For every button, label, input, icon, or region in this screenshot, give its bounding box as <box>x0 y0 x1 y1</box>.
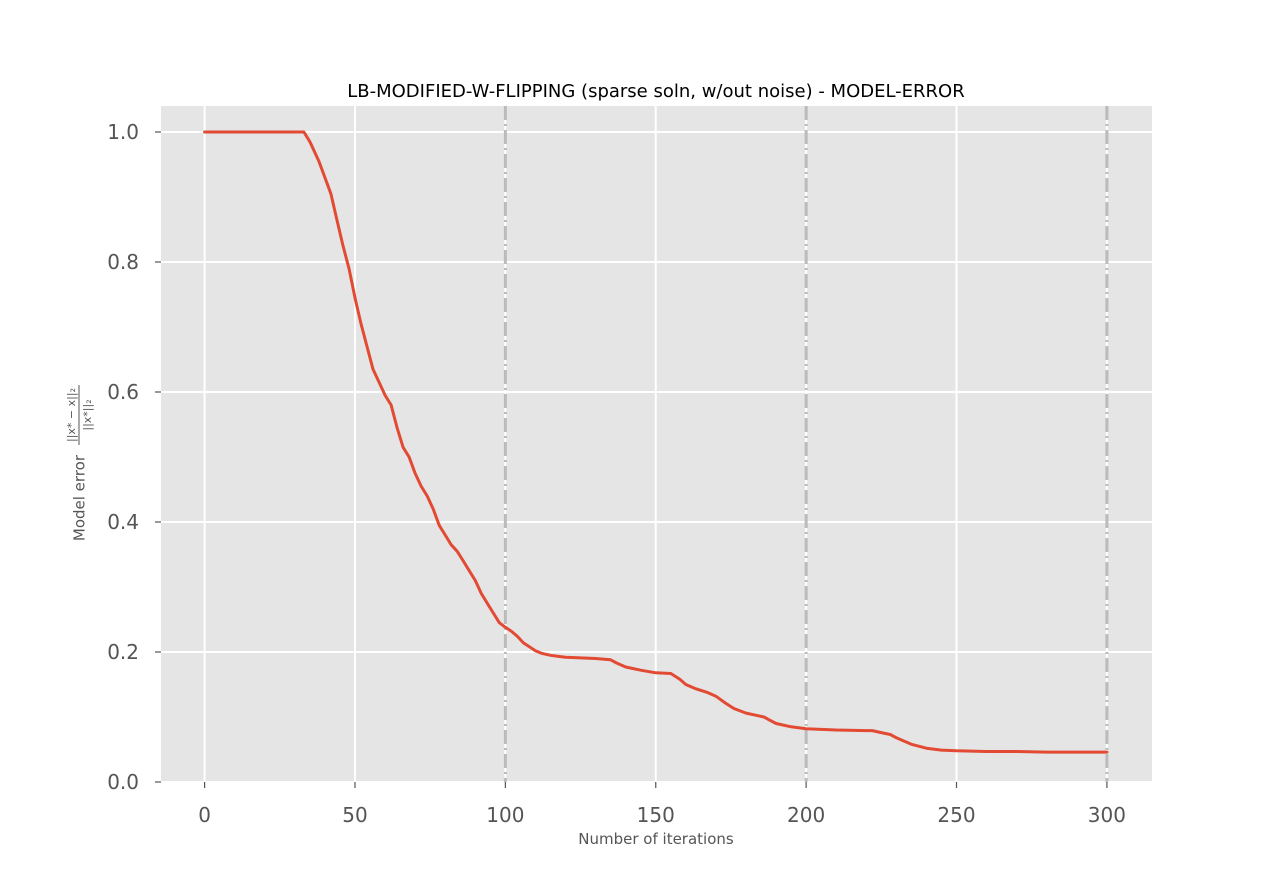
series-line <box>203 130 1109 754</box>
y-tick-label: 0.4 <box>107 510 139 534</box>
x-ticks: 0 50 100 150 200 250 300 <box>198 782 1126 827</box>
x-tick-label: 150 <box>637 803 675 827</box>
x-axis-label: Number of iterations <box>578 830 734 848</box>
y-axis-label-text: Model error <box>71 454 89 541</box>
y-axis-label-numerator: ||x* − x||₂ <box>65 388 78 442</box>
grid-y <box>161 131 1152 783</box>
y-tick-label: 0.8 <box>107 250 139 274</box>
x-tick-label: 100 <box>486 803 524 827</box>
y-axis-label: Model error ||x* − x||₂ ||x*||₂ <box>65 385 94 541</box>
x-tick-label: 50 <box>342 803 367 827</box>
y-ticks: 0.0 0.2 0.4 0.6 0.8 1.0 <box>107 120 161 794</box>
x-tick-label: 0 <box>198 803 211 827</box>
chart-title: LB-MODIFIED-W-FLIPPING (sparse soln, w/o… <box>347 81 965 102</box>
x-tick-label: 200 <box>787 803 825 827</box>
x-tick-label: 300 <box>1088 803 1126 827</box>
y-tick-label: 0.0 <box>107 770 139 794</box>
x-tick-label: 250 <box>937 803 975 827</box>
y-tick-label: 1.0 <box>107 120 139 144</box>
y-tick-label: 0.6 <box>107 380 139 404</box>
y-tick-label: 0.2 <box>107 640 139 664</box>
y-axis-label-denominator: ||x*||₂ <box>81 399 94 430</box>
reference-lines <box>503 106 1109 782</box>
